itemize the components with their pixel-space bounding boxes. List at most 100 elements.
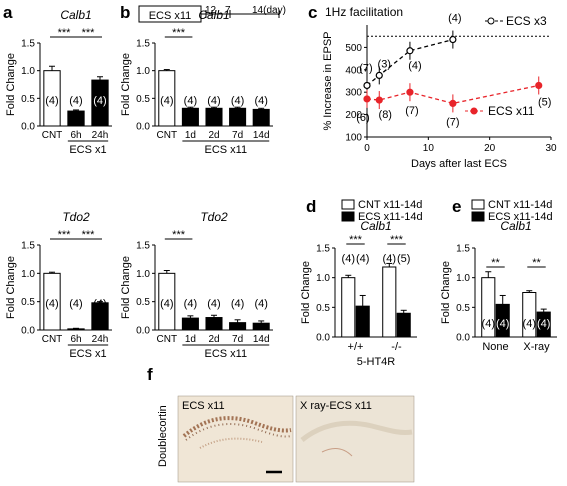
legend-swatch: [341, 211, 355, 222]
doublecortin-label: Doublecortin: [157, 405, 169, 467]
y-tick-label: 1.5: [21, 241, 35, 252]
sig-stars: ***: [172, 27, 186, 39]
micrograph-xray-ecs: [295, 395, 415, 483]
y-tick-label: 0.0: [316, 333, 330, 344]
panel-label-f: f: [147, 365, 153, 384]
bar: [396, 312, 411, 338]
chart-title: Calb1: [60, 8, 91, 22]
bar: [205, 317, 223, 331]
x-tick-label: 2d: [208, 130, 219, 141]
n-label: (7): [405, 105, 418, 117]
y-tick-label: 1.0: [21, 66, 35, 77]
x-tick-label: 7d: [232, 334, 243, 345]
chart-title: Calb1: [360, 219, 391, 233]
n-label: (4): [356, 253, 369, 265]
bar: [382, 266, 397, 338]
y-tick-label: 0.5: [21, 297, 35, 308]
legend-label: ECS x11: [488, 104, 535, 118]
data-point: [406, 88, 414, 96]
x-axis-label: Days after last ECS: [411, 158, 507, 170]
group-label: ECS x1: [69, 144, 106, 156]
micrograph-ecs-label: ECS x11: [182, 400, 225, 412]
y-tick-label: 400: [345, 65, 362, 76]
x-tick-label: 1d: [185, 334, 196, 345]
y-axis-label: Fold Change: [120, 53, 132, 116]
y-tick-label: 1.5: [136, 39, 150, 50]
y-axis-label: Fold Change: [300, 261, 312, 324]
micrograph-ecs: [177, 395, 294, 483]
y-tick-label: 1.5: [456, 244, 470, 255]
bar: [229, 322, 247, 331]
dentate-gyrus-stain: [182, 416, 292, 438]
chart-title: Calb1: [500, 219, 531, 233]
x-tick-label: 0: [364, 143, 370, 154]
y-axis-label: % Increase in EPSP: [322, 31, 334, 130]
timeline-tick-label: 7: [225, 5, 231, 16]
group-axis-label: 5-HT4R: [357, 356, 396, 368]
timeline: ECS x11 12 7 14(day): [138, 5, 286, 23]
data-point: [449, 35, 457, 44]
n-label: (4): [160, 298, 173, 310]
bar: [181, 107, 199, 127]
bar: [355, 305, 370, 338]
y-tick-label: 1.0: [316, 273, 330, 284]
bar: [67, 110, 85, 127]
legend-label: ECS x11-14d: [488, 211, 553, 223]
x-tick-label: CNT: [42, 130, 63, 141]
sig-stars: **: [532, 257, 541, 269]
y-tick-label: 200: [345, 110, 362, 121]
data-point: [363, 81, 371, 90]
panel-label-c: c: [308, 3, 317, 22]
x-tick-label: X-ray: [523, 341, 550, 353]
y-tick-label: 0.5: [21, 94, 35, 105]
x-tick-label: 2d: [208, 334, 219, 345]
n-label: (5): [538, 96, 551, 108]
n-label: (4): [408, 60, 421, 72]
n-label: (4): [342, 253, 355, 265]
data-point: [375, 96, 383, 104]
x-tick-label: 7d: [232, 130, 243, 141]
n-label: (7): [446, 116, 459, 128]
x-tick-label: 14d: [253, 334, 270, 345]
legend-label: ECS x11-14d: [358, 211, 423, 223]
x-tick-label: CNT: [157, 334, 178, 345]
bar: [181, 317, 199, 331]
n-label: (4): [254, 95, 267, 107]
n-label: (6): [356, 112, 369, 124]
data-point: [449, 99, 457, 108]
group-label: ECS x1: [69, 348, 106, 360]
y-tick-label: 0.0: [21, 326, 35, 337]
y-axis-label: Fold Change: [440, 261, 452, 324]
sig-stars: ***: [82, 229, 96, 241]
n-label: (4): [207, 95, 220, 107]
sig-stars: ***: [172, 229, 186, 241]
legend-label: CNT x11-14d: [488, 199, 552, 211]
n-label: (4): [254, 298, 267, 310]
y-tick-label: 0.5: [136, 94, 150, 105]
panel-label-e: e: [452, 197, 461, 216]
x-tick-label: 20: [484, 143, 496, 154]
sig-stars: ***: [58, 229, 72, 241]
sig-stars: ***: [390, 234, 404, 246]
data-point: [363, 95, 371, 103]
n-label: (4): [45, 95, 58, 107]
chart-title: Tdo2: [200, 210, 228, 224]
panel-label-d: d: [306, 197, 316, 216]
x-tick-label: 14d: [253, 130, 270, 141]
y-axis-label: Fold Change: [120, 256, 132, 319]
x-tick-label: CNT: [42, 334, 63, 345]
y-tick-label: 1.0: [136, 269, 150, 280]
n-label: (3): [378, 58, 391, 70]
y-tick-label: 100: [345, 133, 362, 144]
timeline-tick-label: 14(day): [252, 5, 286, 16]
n-label: (8): [379, 109, 392, 121]
y-axis-label: Fold Change: [5, 256, 17, 319]
n-label: (4): [184, 95, 197, 107]
chart-b-tdo2: Tdo2 0.0 0.5 1.0 1.5 Fold Change (4) CNT (4) 1d (4…: [120, 210, 273, 360]
group-label: ECS x11: [205, 144, 248, 156]
bar: [229, 107, 247, 127]
bar: [67, 328, 85, 331]
